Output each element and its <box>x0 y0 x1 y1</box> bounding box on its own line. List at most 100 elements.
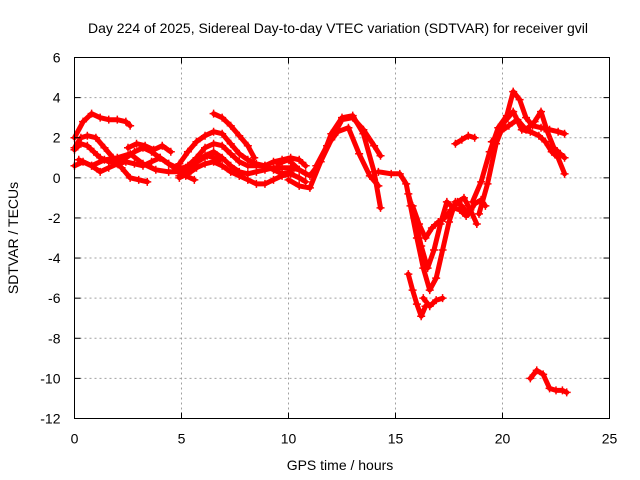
y-tick-label: 2 <box>53 130 61 146</box>
data-point <box>295 181 304 190</box>
data-point <box>434 217 443 226</box>
chart-title: Day 224 of 2025, Sidereal Day-to-day VTE… <box>88 20 588 36</box>
data-point <box>374 167 383 176</box>
data-point <box>487 137 496 146</box>
data-point <box>126 149 135 158</box>
data-point <box>455 205 464 214</box>
series-trace-r <box>404 270 430 321</box>
series-trace-w <box>487 107 569 162</box>
data-point <box>459 193 468 202</box>
data-point <box>560 153 569 162</box>
x-tick-label: 0 <box>71 431 79 447</box>
data-point <box>87 109 96 118</box>
data-point <box>526 374 535 383</box>
data-point <box>417 242 426 251</box>
series-trace-f <box>124 139 175 156</box>
data-point <box>537 107 546 116</box>
trace-line <box>286 113 383 211</box>
data-point <box>549 143 558 152</box>
data-point <box>421 234 430 242</box>
data-point <box>134 175 143 184</box>
data-point <box>430 246 439 255</box>
x-tick-label: 20 <box>495 431 511 447</box>
data-point <box>209 139 218 148</box>
data-point <box>419 294 428 303</box>
data-point <box>278 163 287 172</box>
y-tick-labels: -12 -10 -8 -6 -4 -2 0 2 4 6 <box>40 50 60 427</box>
data-point <box>301 161 310 170</box>
data-point <box>201 131 210 140</box>
data-point <box>235 131 244 140</box>
data-point <box>295 155 304 164</box>
data-point <box>457 135 466 144</box>
data-point <box>522 113 531 122</box>
data-point <box>408 286 417 295</box>
data-point <box>87 161 96 170</box>
data-point <box>374 181 383 190</box>
data-point <box>138 159 147 168</box>
data-point <box>126 173 135 182</box>
data-point <box>301 177 310 186</box>
data-point <box>466 205 475 214</box>
data-point <box>218 161 227 170</box>
data-point <box>483 179 492 188</box>
data-point <box>151 165 160 174</box>
x-tick-label: 25 <box>602 431 618 447</box>
data-point <box>438 246 447 255</box>
data-point <box>305 183 314 192</box>
data-point <box>532 366 541 375</box>
data-point <box>509 87 518 96</box>
data-point <box>252 179 261 188</box>
data-point <box>91 133 100 142</box>
data-point <box>74 155 83 164</box>
x-tick-label: 5 <box>178 431 186 447</box>
data-point <box>250 153 259 162</box>
data-point <box>79 117 88 126</box>
data-point <box>412 300 421 309</box>
data-point <box>83 131 92 140</box>
data-point <box>209 157 218 166</box>
y-tick-label: -2 <box>48 210 61 226</box>
data-point <box>408 201 417 210</box>
y-tick-label: -6 <box>48 290 61 306</box>
data-point <box>464 131 473 140</box>
data-point <box>201 151 210 160</box>
series-trace-t <box>451 131 479 148</box>
data-point <box>243 175 252 184</box>
y-tick-label: -10 <box>40 370 60 386</box>
x-tick-labels: 0 5 10 15 20 25 <box>71 431 618 447</box>
data-point <box>226 139 235 148</box>
data-point <box>243 161 252 170</box>
data-point <box>545 384 554 393</box>
data-point <box>468 197 477 206</box>
data-point <box>323 141 332 150</box>
data-point <box>113 153 122 162</box>
data-point <box>192 163 201 172</box>
data-point <box>451 139 460 148</box>
data-point <box>96 113 105 122</box>
data-point <box>522 125 531 134</box>
data-point <box>513 115 522 124</box>
data-point <box>402 179 411 188</box>
data-point <box>100 143 109 152</box>
data-point <box>509 107 518 116</box>
series-trace-m <box>284 111 385 212</box>
data-point <box>76 139 85 148</box>
data-point <box>235 171 244 180</box>
data-point <box>547 147 556 156</box>
trace-line <box>176 149 309 179</box>
data-point <box>192 137 201 146</box>
data-point <box>218 113 227 122</box>
data-point <box>425 286 434 295</box>
data-point <box>104 115 113 124</box>
data-point <box>252 167 261 176</box>
data-point <box>164 167 173 176</box>
data-point <box>295 165 304 174</box>
data-point <box>269 163 278 172</box>
data-point <box>83 141 92 150</box>
data-point <box>132 139 141 148</box>
data-point <box>121 117 130 126</box>
data-point <box>376 203 385 212</box>
data-point <box>209 109 218 118</box>
